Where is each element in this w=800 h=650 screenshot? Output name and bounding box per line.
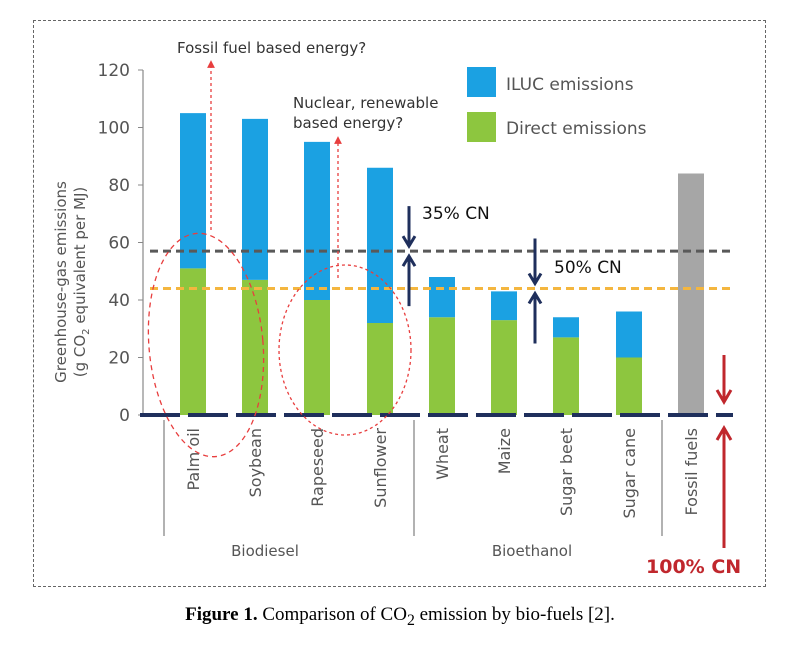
bar-direct bbox=[616, 357, 642, 415]
arrow-50cn-up-head bbox=[527, 290, 543, 305]
bar-direct bbox=[367, 323, 393, 415]
figure-frame bbox=[33, 20, 766, 587]
y-axis-title-line1: Greenhouse-gas emissions bbox=[52, 181, 70, 383]
x-tick-label: Sunflower bbox=[371, 428, 390, 508]
y-tick-label: 100 bbox=[98, 119, 130, 139]
caption-text-end: emission by bio-fuels [2]. bbox=[414, 604, 615, 625]
label-100cn: 100% CN bbox=[646, 556, 741, 578]
annotation-fossil-energy: Fossil fuel based energy? bbox=[177, 39, 366, 57]
legend-swatch-direct bbox=[467, 112, 496, 142]
label-35cn: 35% CN bbox=[422, 204, 490, 224]
x-tick-label: Soybean bbox=[246, 428, 265, 497]
y-tick-label: 20 bbox=[108, 349, 130, 369]
highlight-ellipse-left bbox=[147, 232, 265, 458]
bar-direct bbox=[553, 337, 579, 415]
caption-subscript: 2 bbox=[406, 611, 415, 629]
bar-direct bbox=[304, 300, 330, 415]
figure-caption: Figure 1. Comparison of CO2 emission by … bbox=[0, 604, 800, 630]
legend-swatch-iluc bbox=[467, 67, 496, 97]
y-tick-label: 0 bbox=[119, 406, 130, 426]
group-label-bioethanol: Bioethanol bbox=[492, 542, 572, 560]
bar-iluc bbox=[616, 311, 642, 358]
y-tick-label: 60 bbox=[108, 234, 130, 254]
y-tick-label: 120 bbox=[98, 61, 130, 81]
bar-direct bbox=[429, 317, 455, 415]
arrow-100cn-up-head bbox=[715, 425, 733, 441]
x-tick-label: Rapeseed bbox=[308, 428, 327, 507]
arrow-100cn-down-head bbox=[715, 389, 733, 405]
legend-label-iluc: ILUC emissions bbox=[506, 75, 634, 95]
x-tick-label: Maize bbox=[495, 428, 514, 474]
caption-label: Figure 1. bbox=[185, 604, 258, 625]
arrow-35cn-down-head bbox=[401, 235, 417, 250]
y-tick-label: 40 bbox=[108, 291, 130, 311]
label-50cn: 50% CN bbox=[554, 258, 622, 278]
x-tick-label: Palm oil bbox=[184, 428, 203, 491]
bar-direct bbox=[242, 279, 268, 415]
bar-iluc bbox=[304, 141, 330, 300]
bar-iluc bbox=[429, 277, 455, 318]
legend-label-direct: Direct emissions bbox=[506, 119, 647, 139]
arrow-35cn-up-head bbox=[401, 253, 417, 267]
bar-iluc bbox=[553, 317, 579, 338]
bar-fossil bbox=[678, 173, 704, 415]
x-tick-label: Wheat bbox=[433, 428, 452, 480]
y-tick-label: 80 bbox=[108, 176, 130, 196]
arrow-50cn-down-head bbox=[527, 272, 543, 287]
caption-text: Comparison of CO bbox=[257, 604, 407, 625]
x-tick-label: Fossil fuels bbox=[682, 428, 701, 515]
annotation-nuclear-line2: based energy? bbox=[293, 114, 403, 132]
group-label-biodiesel: Biodiesel bbox=[231, 542, 299, 560]
chart: 0 20 40 60 80 100 120 Palm oil Soybean Rapeseed Su… bbox=[52, 39, 741, 578]
bar-iluc bbox=[367, 167, 393, 323]
x-tick-label: Sugar beet bbox=[557, 428, 576, 516]
annotation-nuclear-line1: Nuclear, renewable bbox=[293, 94, 438, 112]
highlight-ellipse-right bbox=[278, 264, 412, 436]
bar-iluc bbox=[180, 113, 206, 269]
bar-iluc bbox=[242, 118, 268, 280]
bar-iluc bbox=[491, 291, 517, 321]
bar-direct bbox=[180, 268, 206, 415]
bar-direct bbox=[491, 320, 517, 415]
x-tick-label: Sugar cane bbox=[620, 428, 639, 519]
y-axis-title-line2: (g CO2 equivalent per MJ) bbox=[71, 187, 92, 378]
